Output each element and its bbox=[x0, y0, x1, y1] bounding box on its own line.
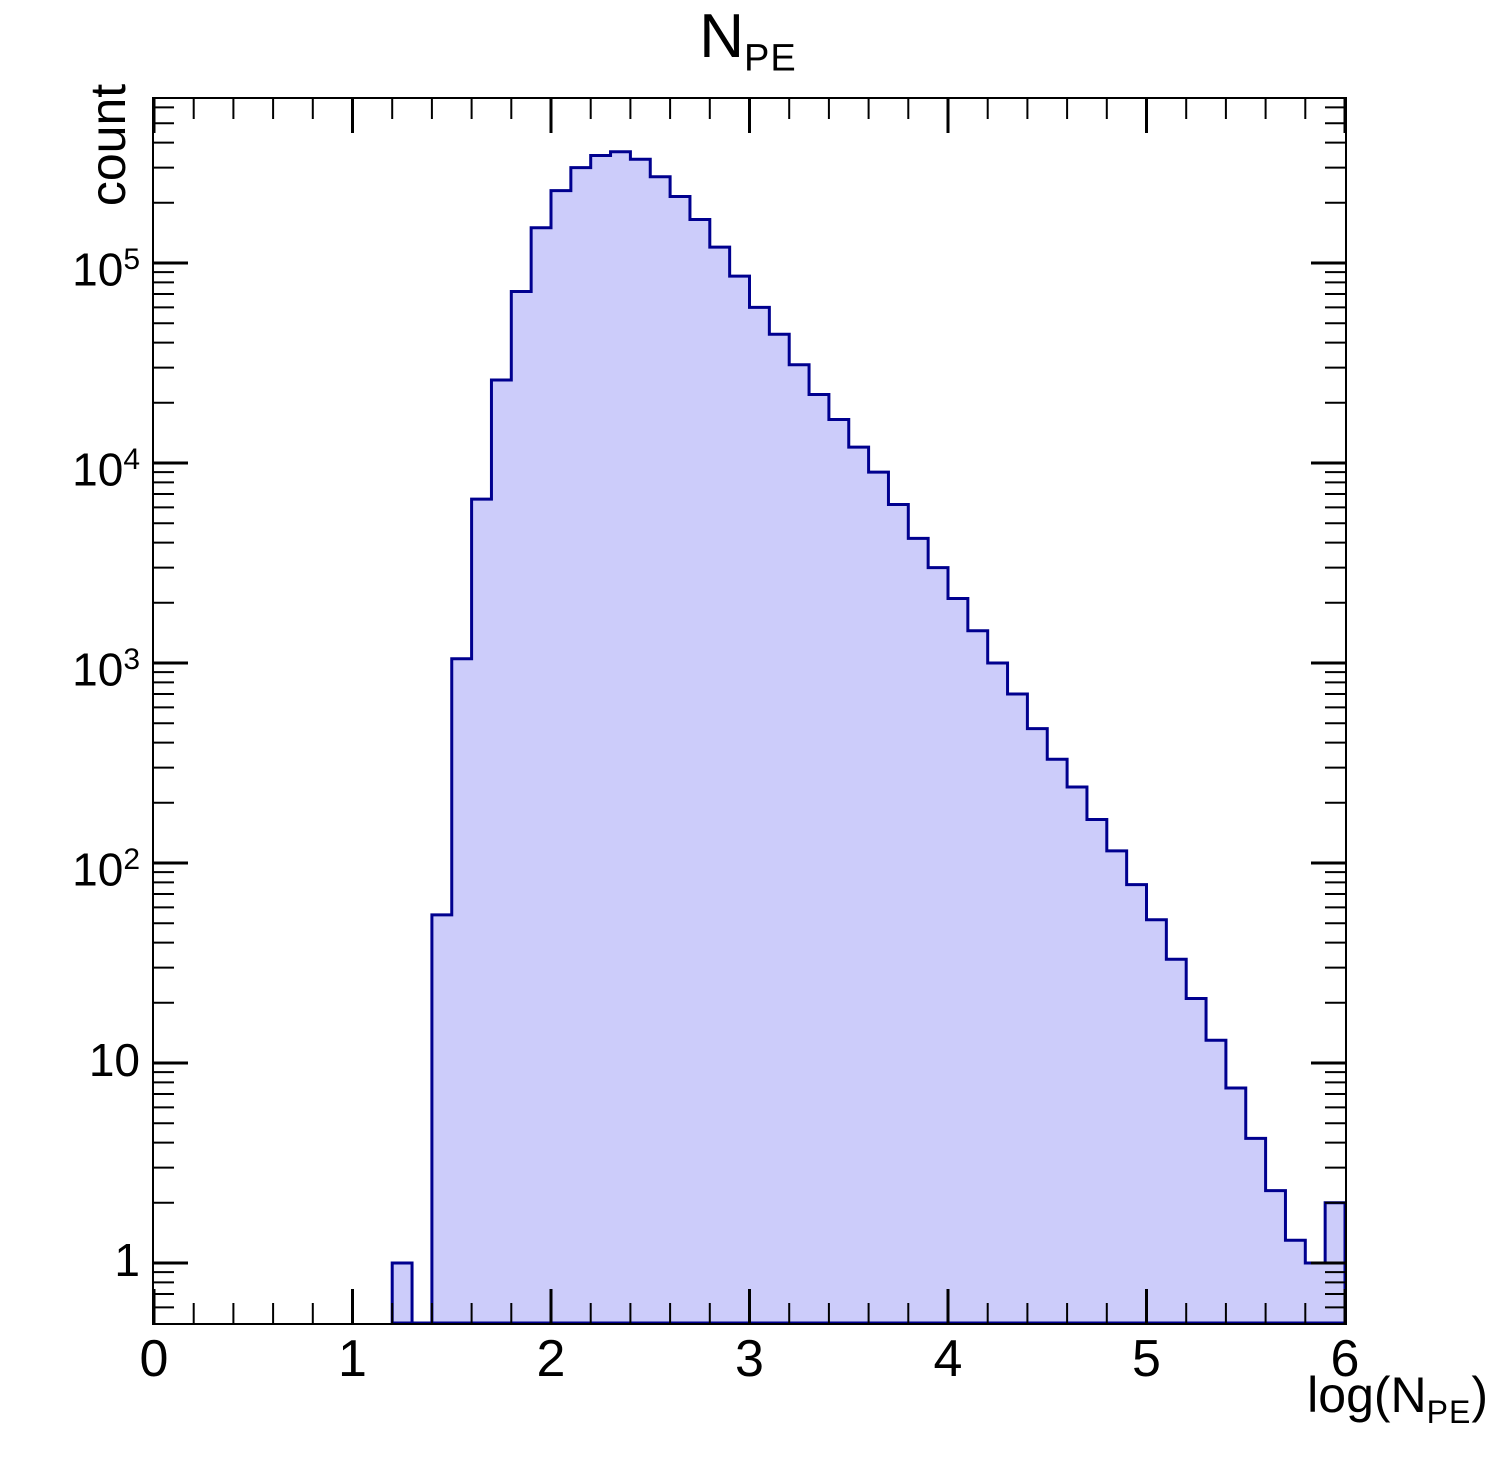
x-tick-label-5: 5 bbox=[1132, 1330, 1161, 1388]
x-axis-label-tail: ) bbox=[1471, 1367, 1488, 1423]
histogram-series-npe bbox=[390, 150, 1345, 1323]
chart-title: NPE bbox=[0, 6, 1496, 89]
x-tick-label-2: 2 bbox=[536, 1330, 566, 1388]
x-axis-label: log(NPE) bbox=[1307, 1370, 1488, 1437]
y-axis-ticks bbox=[154, 106, 1345, 1309]
y-tick-label-104: 104 bbox=[72, 443, 140, 496]
chart-title-subscript: PE bbox=[744, 37, 797, 80]
plot-area bbox=[152, 97, 1347, 1325]
x-tick-label-3: 3 bbox=[735, 1330, 764, 1388]
y-tick-label-103: 103 bbox=[72, 643, 140, 696]
chart-title-main: N bbox=[699, 2, 745, 71]
y-tick-label-102: 102 bbox=[72, 843, 140, 896]
x-axis-label-main: log(N bbox=[1307, 1367, 1427, 1423]
x-axis-ticks bbox=[154, 99, 1345, 1323]
y-axis-label: count bbox=[80, 83, 136, 207]
histogram-svg bbox=[154, 99, 1345, 1323]
x-axis-label-subscript: PE bbox=[1426, 1394, 1472, 1430]
y-tick-label-1: 1 bbox=[114, 1234, 140, 1286]
y-tick-label-105: 105 bbox=[72, 243, 140, 296]
x-tick-label-6: 6 bbox=[1330, 1330, 1360, 1388]
y-tick-label-10: 10 bbox=[88, 1034, 140, 1086]
x-tick-label-1: 1 bbox=[338, 1330, 367, 1388]
x-tick-label-0: 0 bbox=[139, 1330, 169, 1388]
x-tick-label-4: 4 bbox=[933, 1330, 963, 1388]
